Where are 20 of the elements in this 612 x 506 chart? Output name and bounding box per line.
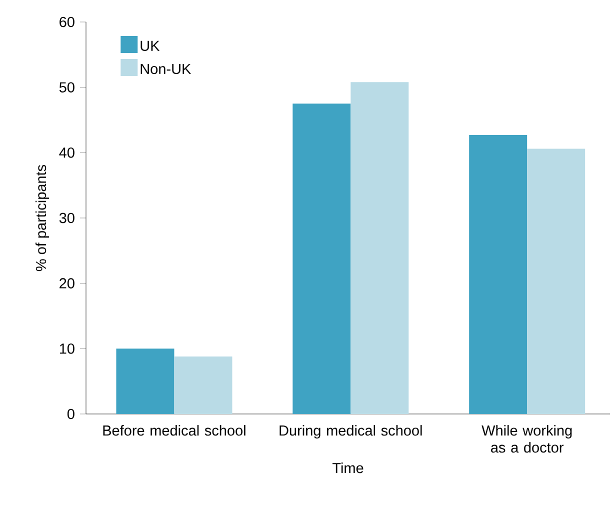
x-tick-label: Before medical school [103,425,246,436]
x-tick-label: While working as a doctor [482,425,572,453]
x-tick-label: During medical school [280,425,422,439]
y-tick-label: 60 [60,16,74,28]
bar [350,82,409,414]
bar [292,104,351,414]
y-axis-title: % of participants [35,164,49,272]
y-tick-label: 10 [60,344,74,354]
y-tick-label: 40 [59,148,74,158]
y-tick-label: 50 [59,82,74,92]
bar [527,148,586,414]
y-tick-label: 20 [60,278,74,288]
legend-label: UK [140,40,160,51]
y-tick-label: 30 [59,212,74,224]
bar [174,356,232,414]
y-tick-label: 0 [67,408,74,420]
bar [116,348,174,414]
legend-label: Non-UK [140,64,192,74]
x-axis-title: Time [332,462,364,474]
bar [469,135,528,414]
